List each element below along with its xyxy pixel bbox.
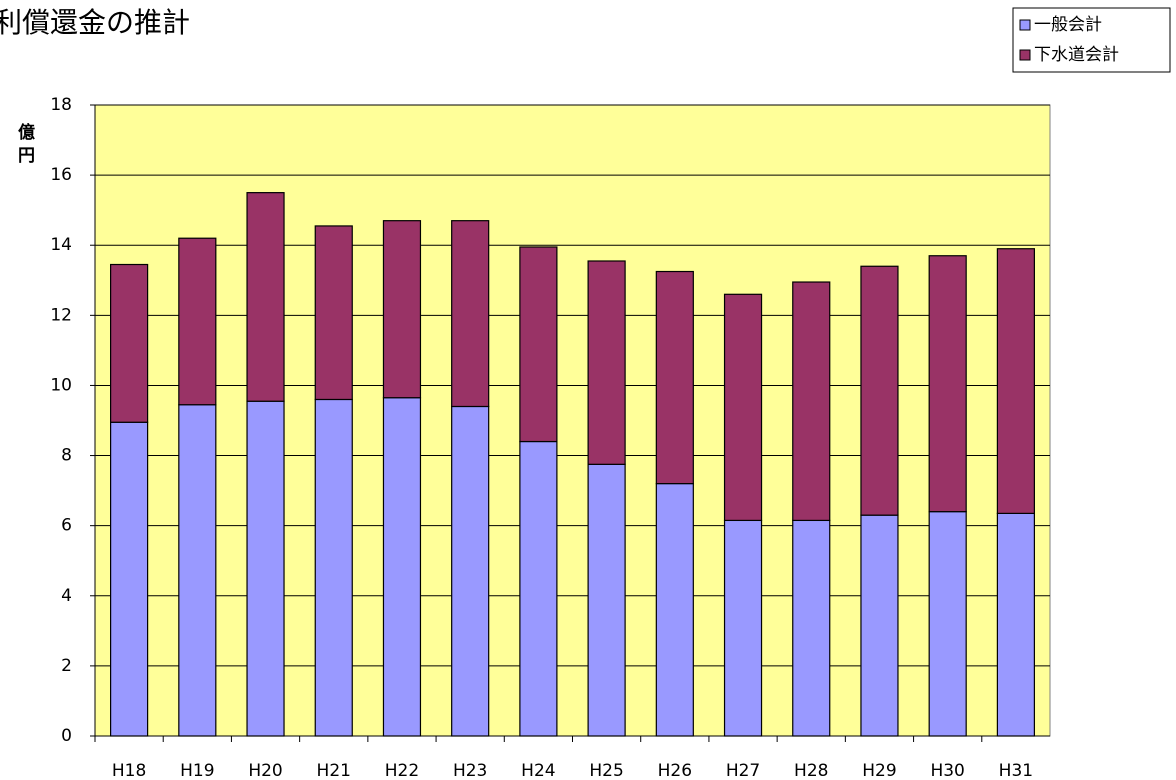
- y-tick-label: 6: [61, 516, 72, 536]
- legend-swatch: [1019, 19, 1031, 31]
- x-tick-label: H28: [794, 761, 828, 780]
- x-tick-label: H25: [589, 761, 623, 780]
- bar-segment: [314, 398, 353, 737]
- bar-segment: [519, 246, 558, 443]
- bar-segment: [382, 397, 422, 737]
- y-tick-label: 16: [50, 165, 72, 185]
- legend-box: [1012, 7, 1171, 73]
- x-tick-label: H24: [521, 761, 555, 780]
- bar-segment: [178, 404, 217, 737]
- bar-segment: [996, 248, 1035, 514]
- bar-segment: [451, 220, 490, 408]
- y-tick-label: 14: [50, 235, 72, 255]
- bar-segment: [860, 514, 899, 737]
- bar-segment: [587, 463, 626, 737]
- x-tick-label: H22: [385, 761, 419, 780]
- y-tick-label: 2: [61, 656, 72, 676]
- y-tick-label: 18: [50, 95, 72, 115]
- chart-title: 利償還金の推計: [0, 6, 190, 39]
- bar-segment: [792, 519, 831, 737]
- x-tick-label: H30: [930, 761, 964, 780]
- x-tick-label: H31: [999, 761, 1033, 780]
- bar-segment: [792, 281, 831, 522]
- bar-segment: [178, 237, 217, 406]
- legend-label: 一般会計: [1034, 15, 1102, 35]
- bar-segment: [723, 293, 763, 522]
- y-tick-label: 10: [50, 375, 72, 395]
- bar-segment: [723, 519, 763, 737]
- bar-segment: [928, 255, 967, 513]
- bar-segment: [110, 263, 149, 423]
- bar-segment: [451, 405, 490, 737]
- legend-swatch: [1019, 49, 1031, 61]
- bar-segment: [382, 220, 422, 399]
- bar-segment: [110, 421, 149, 737]
- x-tick-label: H29: [862, 761, 896, 780]
- y-axis-label: 億円: [14, 122, 35, 169]
- bar-segment: [246, 192, 285, 402]
- y-tick-label: 0: [61, 726, 72, 746]
- x-tick-label: H20: [248, 761, 282, 780]
- bar-segment: [314, 225, 353, 401]
- bar-segment: [246, 400, 285, 737]
- y-tick-label: 4: [61, 586, 72, 606]
- y-tick-label: 12: [50, 305, 72, 325]
- bar-segment: [928, 511, 967, 737]
- bar-segment: [860, 265, 899, 516]
- x-tick-label: H27: [726, 761, 760, 780]
- y-tick-label: 8: [61, 446, 72, 466]
- x-tick-label: H26: [658, 761, 692, 780]
- bar-segment: [655, 483, 694, 737]
- x-tick-label: H19: [180, 761, 214, 780]
- bar-segment: [996, 512, 1035, 737]
- bar-segment: [587, 260, 626, 465]
- x-tick-label: H23: [453, 761, 487, 780]
- plot-area: [94, 104, 1051, 737]
- bar-segment: [519, 440, 558, 737]
- bar-segment: [655, 270, 694, 485]
- x-tick-label: H21: [317, 761, 351, 780]
- x-tick-label: H18: [112, 761, 146, 780]
- legend-label: 下水道会計: [1034, 45, 1119, 65]
